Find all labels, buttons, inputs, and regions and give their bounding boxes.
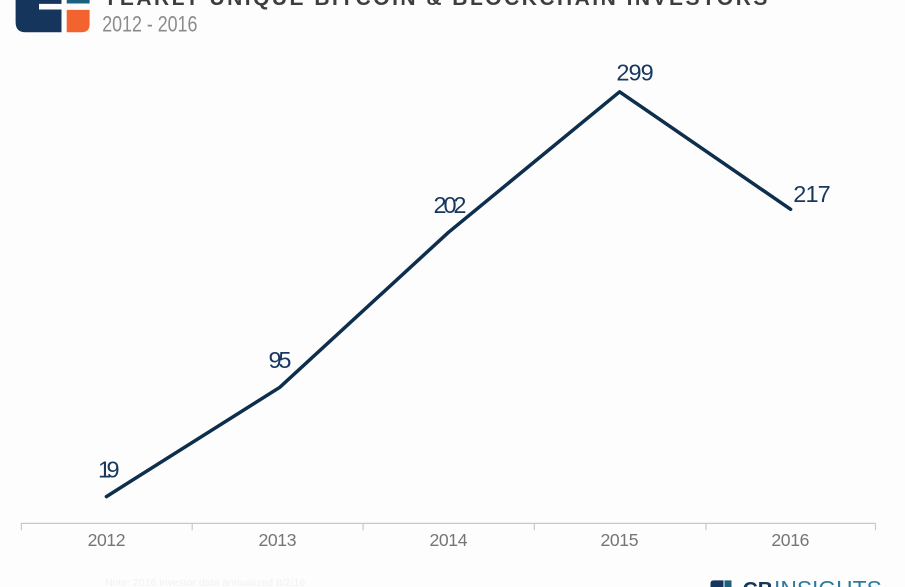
svg-text:2012: 2012: [88, 530, 126, 550]
svg-text:202: 202: [434, 192, 467, 218]
svg-text:19: 19: [98, 457, 120, 483]
svg-text:299: 299: [616, 60, 653, 86]
svg-text:2015: 2015: [601, 530, 639, 550]
svg-text:2014: 2014: [430, 530, 468, 550]
svg-text:2016: 2016: [771, 530, 809, 550]
svg-text:2012 - 2016: 2012 - 2016: [102, 11, 197, 36]
svg-text:2013: 2013: [259, 530, 297, 550]
svg-text:INSIGHTS: INSIGHTS: [774, 576, 882, 587]
svg-text:95: 95: [269, 347, 292, 373]
svg-text:CB: CB: [743, 578, 773, 587]
svg-text:YEARLY UNIQUE BITCOIN & BLOCKC: YEARLY UNIQUE BITCOIN & BLOCKCHAIN INVES…: [103, 0, 767, 10]
svg-text:217: 217: [793, 181, 831, 207]
svg-text:Note: 2016 investor data annua: Note: 2016 investor data annualized 8/2/…: [105, 577, 305, 587]
